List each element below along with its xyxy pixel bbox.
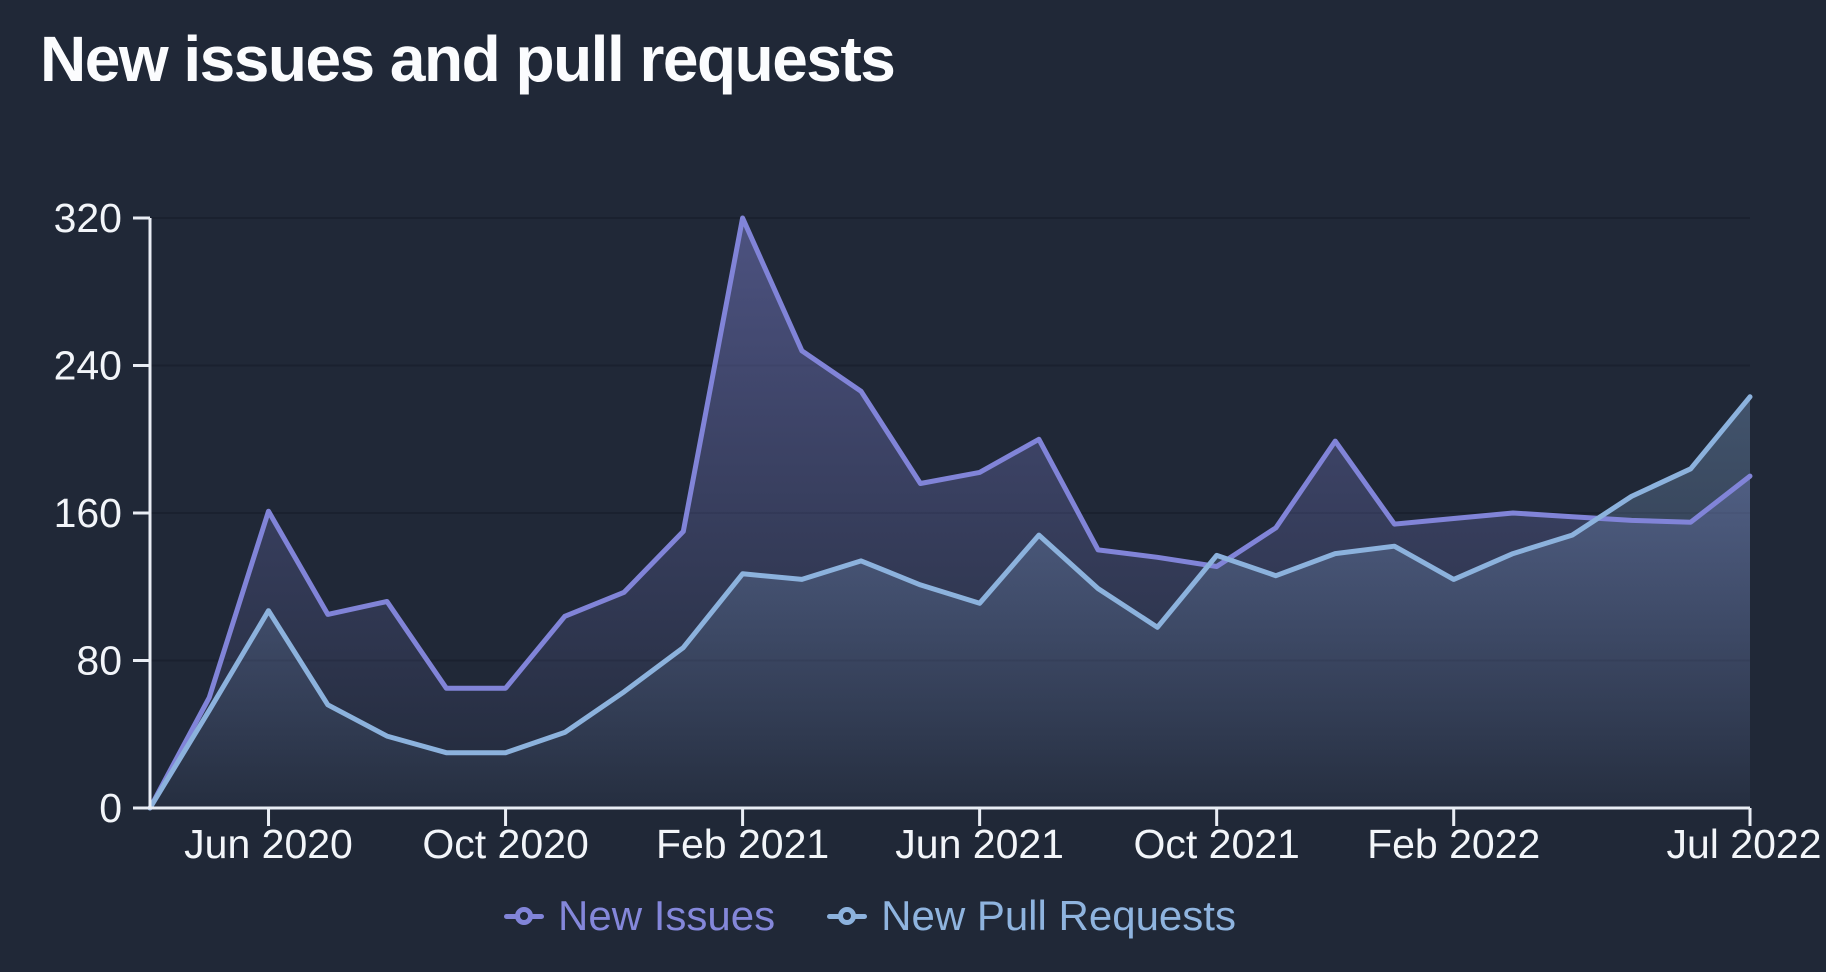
y-tick-label: 320 (54, 195, 122, 241)
line-new-pull-requests (147, 394, 1753, 811)
x-tick-label: Feb 2021 (656, 821, 829, 867)
new-pull-requests-legend-marker-icon (827, 907, 868, 925)
series-lines (147, 215, 1753, 811)
tick-labels: 0 80 160 240 320 Jun 2020 Oct 2020 Feb 2021 Jun … (54, 195, 1822, 867)
legend-label: New Pull Requests (881, 892, 1236, 939)
axes (133, 216, 1752, 826)
x-tick-label: Jul 2022 (1666, 821, 1821, 867)
area-new-pull-requests (150, 396, 1750, 808)
y-tick-label: 80 (76, 638, 122, 684)
x-tick-label: Oct 2021 (1133, 821, 1299, 867)
x-tick-label: Jun 2020 (184, 821, 353, 867)
x-tick-label: Jun 2021 (895, 821, 1064, 867)
legend-label: New Issues (558, 892, 776, 939)
x-tick-label: Feb 2022 (1367, 821, 1540, 867)
y-tick-label: 240 (54, 343, 122, 389)
legend-item-new-pull-requests[interactable]: New Pull Requests (827, 892, 1236, 940)
series-areas (150, 218, 1750, 808)
y-tick-label: 0 (99, 785, 122, 831)
chart-legend: New Issues New Pull Requests (0, 892, 1740, 940)
y-tick-label: 160 (54, 490, 122, 536)
x-tick-label: Oct 2020 (422, 821, 588, 867)
line-new-issues (147, 215, 1753, 811)
page-title: New issues and pull requests (40, 23, 896, 95)
legend-item-new-issues[interactable]: New Issues (504, 892, 775, 940)
new-issues-legend-marker-icon (504, 907, 545, 925)
